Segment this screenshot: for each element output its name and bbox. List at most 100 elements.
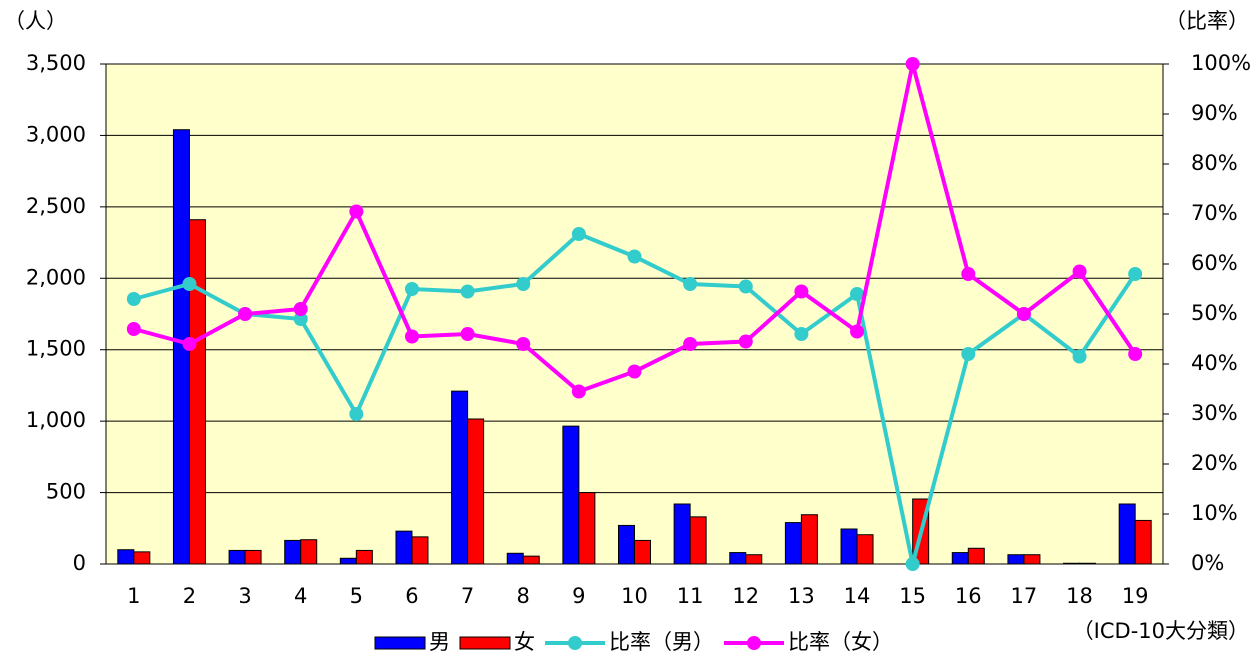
point <box>794 284 809 299</box>
bar <box>840 528 858 565</box>
bar <box>506 552 524 565</box>
point <box>1128 267 1143 281</box>
bar <box>117 549 135 565</box>
x-tick-label: 12 <box>732 584 759 608</box>
y-tick-label: 3,000 <box>26 122 86 146</box>
bar <box>856 534 874 565</box>
bar <box>729 552 747 565</box>
bar <box>133 551 151 565</box>
x-tick-label: 15 <box>899 584 926 608</box>
point <box>794 327 809 341</box>
bar <box>284 539 302 565</box>
point <box>460 284 475 299</box>
bar <box>451 390 469 565</box>
point <box>293 312 308 326</box>
point <box>961 347 976 361</box>
y-tick-label: 3,500 <box>26 51 86 75</box>
point <box>738 279 753 294</box>
point <box>1128 347 1143 361</box>
x-tick-label: 18 <box>1066 584 1093 608</box>
x-tick-label: 11 <box>677 584 704 608</box>
point <box>404 282 419 296</box>
x-tick-label: 10 <box>621 584 648 608</box>
point <box>182 277 197 291</box>
point <box>516 337 531 351</box>
bar <box>562 425 580 565</box>
x-tick-label: 7 <box>461 584 474 608</box>
point <box>683 277 698 291</box>
bar <box>1023 554 1041 565</box>
x-tick-label: 3 <box>238 584 251 608</box>
legend-swatch <box>374 636 426 650</box>
y2-tick-label: 80% <box>1191 151 1238 175</box>
y2-tick-label: 0% <box>1191 551 1224 575</box>
plot-area <box>105 63 1164 565</box>
x-axis-unit: （ICD-10大分類） <box>1073 619 1249 643</box>
y2-tick-label: 30% <box>1191 401 1238 425</box>
bar <box>634 539 651 565</box>
point <box>1016 307 1031 321</box>
x-tick-label: 1 <box>127 584 140 608</box>
bar <box>745 554 763 565</box>
point <box>1072 349 1087 364</box>
legend-label: 女 <box>514 630 535 654</box>
y-tick-label: 2,500 <box>26 194 86 218</box>
point <box>571 384 586 399</box>
bar <box>1007 554 1025 565</box>
point <box>182 337 197 351</box>
point <box>905 57 920 71</box>
point <box>460 327 475 341</box>
x-tick-label: 17 <box>1011 584 1038 608</box>
y-tick-label: 1,500 <box>26 337 86 361</box>
bar <box>244 549 262 565</box>
bar <box>951 552 969 565</box>
point <box>293 302 308 316</box>
point <box>349 204 364 219</box>
y2-tick-label: 60% <box>1191 251 1238 275</box>
legend-swatch-point <box>747 636 761 650</box>
legend-swatch <box>459 636 511 650</box>
x-tick-label: 2 <box>183 584 196 608</box>
y2-tick-label: 100% <box>1191 51 1251 75</box>
bar <box>1118 503 1136 565</box>
point <box>905 557 920 571</box>
y2-tick-label: 40% <box>1191 351 1238 375</box>
bar <box>411 536 429 565</box>
bar <box>1134 519 1152 565</box>
bar <box>1063 562 1081 565</box>
y2-tick-label: 90% <box>1191 101 1238 125</box>
y-tick-label: 1,000 <box>26 408 86 432</box>
y2-axis-unit: （比率） <box>1165 9 1249 33</box>
bar <box>228 549 246 565</box>
x-tick-label: 19 <box>1122 584 1149 608</box>
bar <box>522 555 540 565</box>
bar <box>188 219 206 565</box>
x-tick-label: 8 <box>517 584 530 608</box>
y-tick-label: 500 <box>46 480 86 504</box>
x-tick-label: 6 <box>405 584 418 608</box>
point <box>961 267 976 281</box>
point <box>683 337 698 351</box>
point <box>404 329 419 344</box>
point <box>126 292 141 306</box>
bar <box>300 539 318 565</box>
y2-tick-label: 10% <box>1191 501 1238 525</box>
point <box>1072 264 1087 279</box>
x-tick-label: 13 <box>788 584 815 608</box>
legend-label: 比率（女） <box>788 630 893 654</box>
point <box>126 322 141 336</box>
bar <box>355 549 373 565</box>
legend-swatch-point <box>568 636 582 650</box>
point <box>627 249 642 264</box>
x-tick-label: 14 <box>844 584 871 608</box>
x-tick-label: 4 <box>294 584 307 608</box>
y-tick-label: 0 <box>73 551 86 575</box>
point <box>850 324 865 339</box>
bar <box>467 418 485 565</box>
point <box>349 407 364 421</box>
y-axis-unit: （人） <box>4 9 67 33</box>
bar <box>784 522 802 565</box>
y2-tick-label: 20% <box>1191 451 1238 475</box>
bar <box>1079 562 1097 565</box>
